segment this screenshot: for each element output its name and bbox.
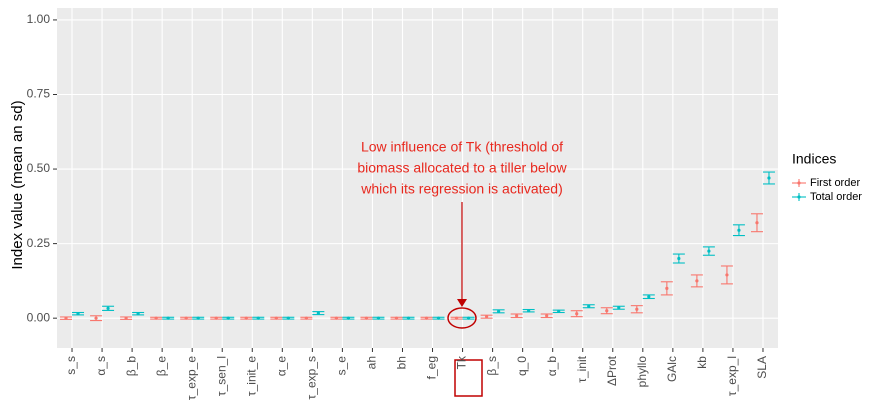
legend-label: Total order bbox=[810, 191, 862, 203]
point bbox=[106, 306, 110, 310]
point bbox=[154, 316, 158, 320]
x-tick-label: ΔProt bbox=[605, 355, 619, 386]
y-tick-label: 0.50 bbox=[27, 161, 51, 175]
point bbox=[76, 312, 80, 316]
x-tick-label: β_b bbox=[124, 356, 138, 377]
point bbox=[454, 316, 459, 320]
point bbox=[334, 316, 338, 320]
x-tick-label: τ_sen_l bbox=[214, 356, 228, 396]
legend-key bbox=[797, 195, 801, 199]
point bbox=[274, 316, 278, 320]
grid bbox=[57, 8, 778, 348]
annotation: Low influence of Tk (threshold of bbox=[361, 139, 563, 155]
point bbox=[364, 316, 369, 320]
x-tick-label: τ_init bbox=[575, 355, 589, 382]
point bbox=[346, 316, 350, 320]
point bbox=[587, 304, 591, 308]
point bbox=[184, 316, 188, 320]
x-tick-label: τ_init_e bbox=[244, 356, 258, 396]
x-tick-label: phyllo bbox=[635, 356, 649, 388]
point bbox=[635, 307, 639, 311]
highlight-box bbox=[454, 359, 483, 397]
arrow-head bbox=[457, 299, 467, 307]
point bbox=[767, 176, 771, 180]
point bbox=[665, 286, 669, 290]
point bbox=[677, 256, 681, 261]
x-tick-label: τ_exp_l bbox=[725, 356, 739, 396]
point bbox=[214, 316, 218, 320]
point bbox=[497, 309, 501, 313]
point bbox=[485, 315, 489, 319]
x-tick-label: ah bbox=[365, 356, 379, 369]
legend-key bbox=[797, 181, 801, 185]
x-tick-label: SLA bbox=[755, 356, 769, 379]
point bbox=[695, 279, 699, 283]
x-tick-label: bh bbox=[395, 356, 409, 369]
panel bbox=[57, 8, 778, 348]
x-tick-label: α_s bbox=[94, 356, 108, 376]
point bbox=[376, 316, 381, 320]
y-tick-label: 1.00 bbox=[27, 12, 51, 26]
x-tick-label: α_b bbox=[545, 356, 559, 377]
point bbox=[304, 316, 308, 320]
point bbox=[707, 249, 711, 253]
point bbox=[394, 316, 399, 320]
x-tick-label: τ_exp_e bbox=[184, 356, 198, 400]
point bbox=[124, 316, 128, 320]
point bbox=[406, 316, 411, 320]
x-tick-label: kb bbox=[695, 356, 709, 369]
x-tick-label: q_0 bbox=[515, 356, 529, 376]
point bbox=[545, 314, 549, 318]
point bbox=[166, 316, 170, 320]
point bbox=[64, 316, 68, 320]
point bbox=[515, 314, 519, 318]
y-axis-title: Index value (mean an sd) bbox=[9, 100, 26, 269]
annotation: which its regression is activated) bbox=[360, 181, 563, 197]
point bbox=[737, 228, 741, 232]
point bbox=[755, 221, 759, 225]
point bbox=[575, 312, 579, 316]
y-tick-label: 0.00 bbox=[27, 310, 51, 324]
point bbox=[605, 309, 609, 313]
point bbox=[466, 316, 471, 320]
x-tick-label: α_e bbox=[274, 356, 288, 377]
point bbox=[136, 312, 140, 316]
x-tick-label: Tk bbox=[455, 355, 469, 369]
point bbox=[94, 316, 98, 320]
highlight-ellipse bbox=[447, 307, 477, 329]
point bbox=[424, 316, 429, 320]
x-tick-label: s_e bbox=[335, 356, 349, 376]
point bbox=[617, 306, 621, 310]
x-tick-label: β_e bbox=[154, 356, 168, 377]
point bbox=[196, 316, 200, 320]
y-tick-label: 0.75 bbox=[27, 87, 51, 101]
x-tick-label: s_s bbox=[64, 356, 78, 375]
point bbox=[557, 309, 561, 313]
point bbox=[647, 295, 651, 299]
point bbox=[286, 316, 290, 320]
x-tick-label: f_eg bbox=[425, 356, 439, 379]
y-tick-label: 0.25 bbox=[27, 236, 51, 250]
legend-label: First order bbox=[810, 177, 860, 189]
point bbox=[725, 273, 729, 277]
annotation: biomass allocated to a tiller below bbox=[357, 160, 567, 176]
x-tick-label: GAlc bbox=[665, 356, 679, 382]
x-tick-label: β_s bbox=[485, 356, 499, 376]
legend-title: Indices bbox=[792, 151, 836, 167]
point bbox=[316, 311, 320, 315]
point bbox=[256, 316, 260, 320]
point bbox=[226, 316, 230, 320]
point bbox=[244, 316, 248, 320]
point bbox=[436, 316, 441, 320]
x-tick-label: τ_exp_s bbox=[305, 356, 319, 399]
point bbox=[527, 309, 531, 313]
